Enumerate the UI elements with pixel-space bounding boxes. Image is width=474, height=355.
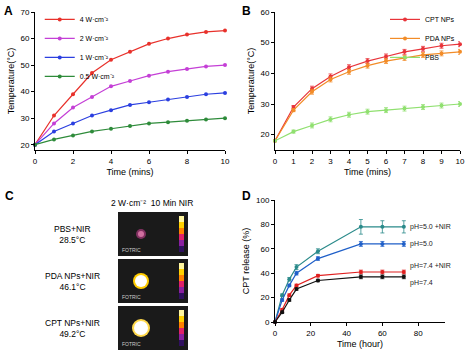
svg-text:A: A: [4, 4, 13, 18]
svg-text:Time (mins): Time (mins): [106, 167, 153, 177]
svg-text:PDA NPs: PDA NPs: [425, 35, 455, 42]
svg-text:pH=7.4: pH=7.4: [410, 279, 433, 287]
svg-text:5: 5: [365, 157, 370, 166]
svg-text:30: 30: [260, 100, 269, 109]
svg-text:PBS+NIR28.5°C: PBS+NIR28.5°C: [54, 224, 91, 245]
svg-text:CPT release (%): CPT release (%): [241, 228, 251, 294]
svg-text:FOTRIC: FOTRIC: [122, 341, 141, 347]
svg-text:20: 20: [260, 130, 269, 139]
svg-text:20: 20: [20, 140, 29, 149]
svg-text:4: 4: [347, 157, 352, 166]
svg-text:20: 20: [306, 329, 315, 338]
svg-text:2 W·cm⁻² 10 Min NIR: 2 W·cm⁻² 10 Min NIR: [111, 198, 193, 208]
svg-text:pH=7.4 +NIR: pH=7.4 +NIR: [410, 262, 451, 270]
svg-text:PBS: PBS: [425, 54, 439, 61]
svg-text:FOTRIC: FOTRIC: [122, 247, 141, 253]
svg-text:8: 8: [421, 157, 426, 166]
svg-text:2: 2: [310, 157, 315, 166]
svg-text:80: 80: [414, 329, 423, 338]
svg-text:6: 6: [147, 157, 152, 166]
svg-text:70: 70: [20, 8, 29, 17]
svg-text:40: 40: [342, 329, 351, 338]
svg-text:Time (mins): Time (mins): [344, 167, 391, 177]
svg-text:FOTRIC: FOTRIC: [122, 294, 141, 300]
svg-text:40: 40: [260, 269, 269, 278]
svg-text:1 W·cm⁻²: 1 W·cm⁻²: [80, 54, 109, 61]
svg-text:Temperature(°C): Temperature(°C): [246, 48, 256, 115]
svg-text:10: 10: [456, 157, 465, 166]
svg-text:D: D: [242, 189, 251, 203]
svg-text:80: 80: [260, 220, 269, 229]
svg-text:0.5 W·cm⁻²: 0.5 W·cm⁻²: [80, 73, 115, 80]
svg-text:Temperature(°C): Temperature(°C): [6, 48, 16, 115]
svg-text:50: 50: [20, 61, 29, 70]
svg-text:4 W·cm⁻²: 4 W·cm⁻²: [80, 16, 109, 23]
svg-text:60: 60: [260, 245, 269, 254]
svg-text:6: 6: [384, 157, 389, 166]
svg-text:60: 60: [260, 8, 269, 17]
svg-text:40: 40: [20, 87, 29, 96]
svg-text:0: 0: [273, 329, 278, 338]
svg-text:CPT NPs: CPT NPs: [425, 16, 455, 23]
svg-text:0: 0: [265, 318, 270, 327]
svg-text:0: 0: [33, 157, 38, 166]
svg-text:4: 4: [109, 157, 114, 166]
svg-text:60: 60: [20, 34, 29, 43]
svg-text:2 W·cm⁻²: 2 W·cm⁻²: [80, 35, 109, 42]
svg-text:30: 30: [20, 114, 29, 123]
svg-text:10: 10: [221, 157, 230, 166]
svg-text:C: C: [5, 189, 14, 203]
svg-text:8: 8: [185, 157, 190, 166]
svg-text:pH=5.0: pH=5.0: [410, 240, 433, 248]
svg-text:pH=5.0 +NIR: pH=5.0 +NIR: [410, 223, 451, 231]
svg-text:9: 9: [439, 157, 444, 166]
svg-text:60: 60: [378, 329, 387, 338]
svg-text:Time (hour): Time (hour): [337, 339, 383, 349]
svg-text:PDA NPs+NIR46.1°C: PDA NPs+NIR46.1°C: [45, 271, 100, 292]
svg-text:1: 1: [291, 157, 296, 166]
svg-text:B: B: [242, 4, 251, 18]
svg-text:100: 100: [256, 196, 270, 205]
svg-text:3: 3: [328, 157, 333, 166]
svg-text:2: 2: [71, 157, 76, 166]
svg-text:40: 40: [260, 69, 269, 78]
svg-text:7: 7: [402, 157, 407, 166]
svg-text:0: 0: [273, 157, 278, 166]
svg-text:CPT NPs+NIR49.2°C: CPT NPs+NIR49.2°C: [45, 318, 100, 339]
svg-text:50: 50: [260, 38, 269, 47]
svg-text:20: 20: [260, 293, 269, 302]
